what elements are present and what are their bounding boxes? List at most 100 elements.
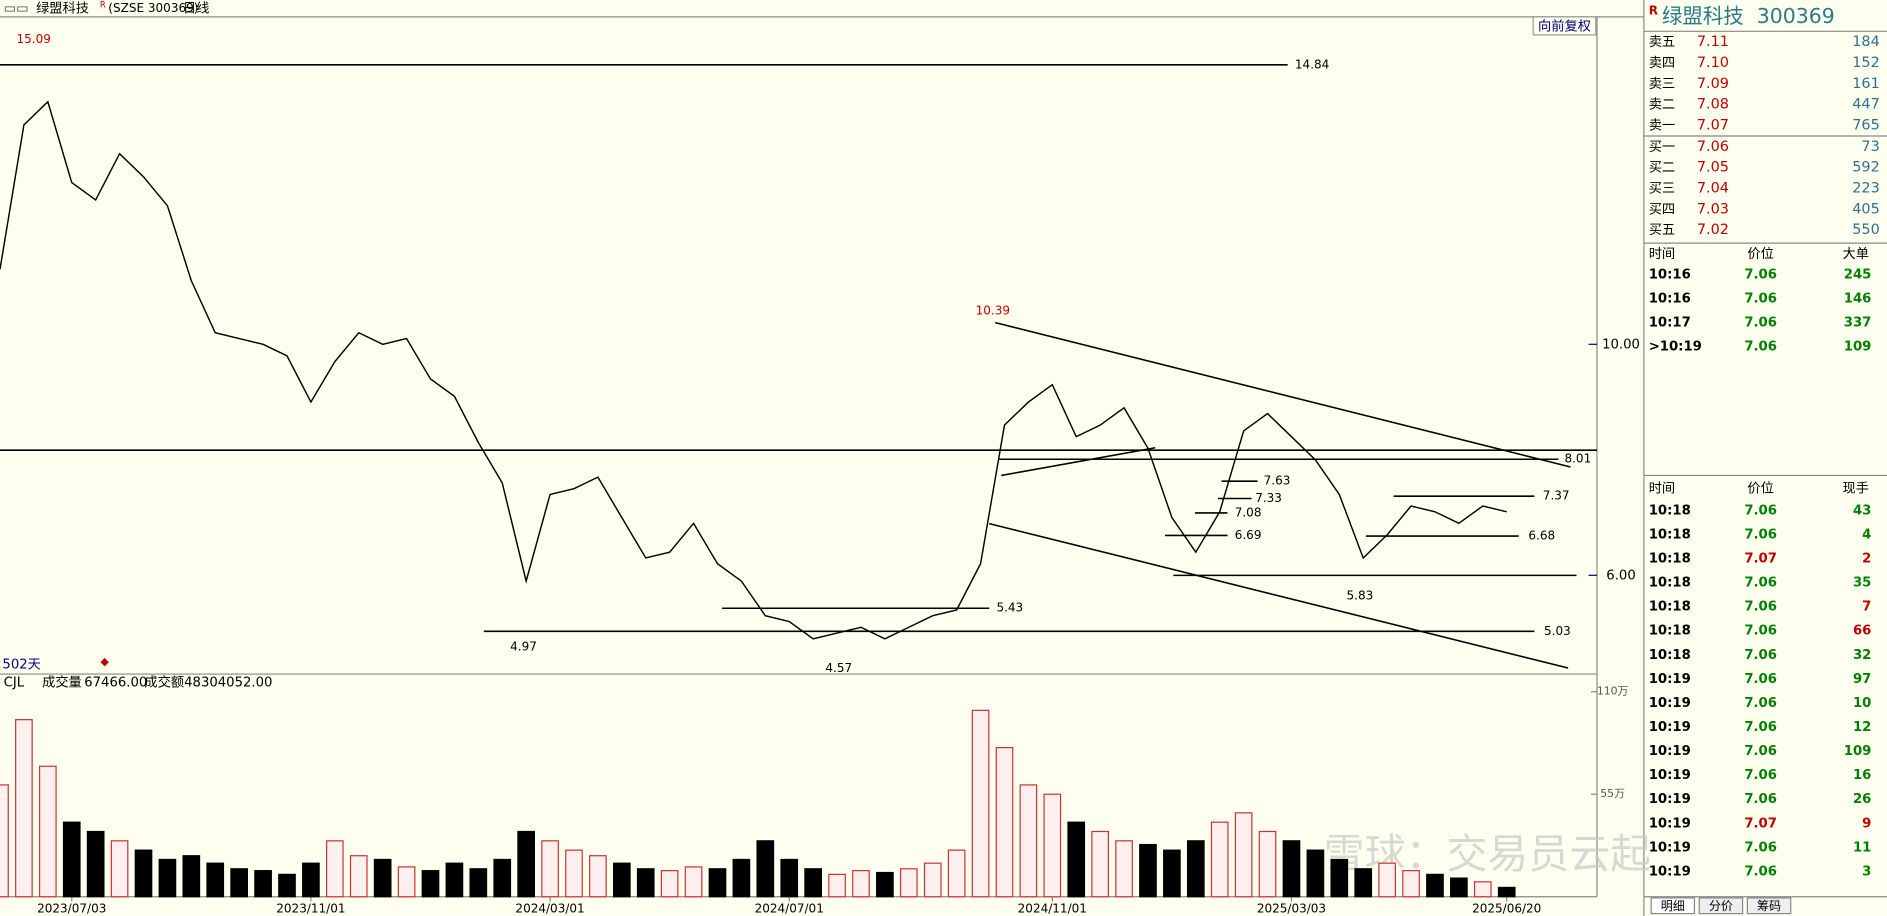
book-price: 7.10 bbox=[1697, 55, 1729, 71]
volume-bar bbox=[589, 855, 607, 898]
volume-bar bbox=[1282, 840, 1301, 898]
trade-time: >10:19 bbox=[1649, 340, 1702, 355]
volume-bar bbox=[15, 719, 33, 898]
volume-bar bbox=[947, 849, 966, 898]
tick-volume: 26 bbox=[1853, 792, 1871, 807]
table-header: 现手 bbox=[1843, 481, 1869, 497]
volume-bar bbox=[636, 868, 655, 898]
book-price: 7.05 bbox=[1697, 160, 1729, 176]
volume-bar bbox=[1354, 868, 1373, 898]
volume-bar bbox=[1186, 840, 1205, 898]
tick-time: 10:19 bbox=[1649, 840, 1691, 855]
volume-bar bbox=[684, 866, 703, 898]
tick-time: 10:19 bbox=[1649, 696, 1691, 711]
tick-volume: 9 bbox=[1862, 816, 1871, 831]
tick-volume: 35 bbox=[1853, 576, 1871, 591]
book-price: 7.09 bbox=[1697, 76, 1729, 92]
quote-flag: R bbox=[1649, 3, 1659, 17]
volume-bar bbox=[1234, 812, 1253, 898]
tick-time: 10:18 bbox=[1649, 648, 1691, 663]
tick-volume: 11 bbox=[1853, 840, 1871, 855]
volume-bar bbox=[971, 709, 990, 898]
tick-price: 7.07 bbox=[1744, 816, 1777, 831]
tick-price: 7.06 bbox=[1744, 840, 1777, 855]
volume-bar bbox=[325, 840, 344, 898]
volume-bar bbox=[134, 849, 153, 898]
volume-bar bbox=[852, 870, 870, 898]
volume-bar bbox=[445, 862, 464, 898]
volume-bar bbox=[828, 873, 846, 898]
volume-bar bbox=[421, 870, 440, 898]
y-tick-label: 6.00 bbox=[1606, 568, 1635, 583]
level-label: 6.69 bbox=[1235, 528, 1262, 542]
table-header: 大单 bbox=[1843, 246, 1869, 262]
tick-time: 10:18 bbox=[1649, 552, 1691, 567]
book-volume: 73 bbox=[1861, 139, 1879, 155]
volume-bar bbox=[995, 747, 1014, 898]
volume-bar bbox=[278, 873, 296, 898]
volume-bar bbox=[1163, 849, 1181, 898]
tick-volume: 12 bbox=[1853, 720, 1871, 735]
volume-bar bbox=[1473, 881, 1492, 898]
menu-icon[interactable]: ▭▭ bbox=[4, 1, 29, 16]
tab-label[interactable]: 筹码 bbox=[1757, 899, 1781, 913]
volume-indicator[interactable]: CJL bbox=[4, 675, 25, 690]
tick-volume: 10 bbox=[1853, 696, 1871, 711]
level-label: 7.33 bbox=[1255, 491, 1282, 505]
book-volume: 765 bbox=[1852, 117, 1880, 133]
stock-code: (SZSE 300369) bbox=[108, 1, 198, 15]
tick-price: 7.06 bbox=[1744, 527, 1777, 542]
adjust-button[interactable] bbox=[1532, 16, 1597, 36]
stock-name: 绿盟科技 bbox=[36, 0, 89, 16]
trend-line bbox=[989, 522, 1569, 669]
tab[interactable] bbox=[1650, 897, 1696, 915]
volume-bar bbox=[1402, 870, 1420, 898]
book-volume: 447 bbox=[1852, 97, 1880, 113]
volume-label: 成交量 bbox=[42, 673, 82, 690]
tick-price: 7.06 bbox=[1744, 768, 1777, 783]
volume-bar bbox=[1115, 840, 1133, 898]
table-header: 时间 bbox=[1649, 481, 1675, 497]
trade-price: 7.06 bbox=[1744, 316, 1777, 331]
adjust-label[interactable]: 向前复权 bbox=[1538, 17, 1591, 34]
book-volume: 184 bbox=[1852, 34, 1880, 50]
book-level: 卖四 bbox=[1649, 55, 1675, 71]
tick-price: 7.06 bbox=[1744, 503, 1777, 518]
volume-bar bbox=[1043, 793, 1062, 898]
volume-bar bbox=[110, 840, 129, 898]
tick-time: 10:18 bbox=[1649, 600, 1691, 615]
tab-label[interactable]: 分价 bbox=[1709, 899, 1733, 913]
book-level: 买四 bbox=[1649, 201, 1675, 217]
volume-bar bbox=[158, 858, 177, 898]
tick-time: 10:19 bbox=[1649, 792, 1691, 807]
trade-time: 10:16 bbox=[1649, 292, 1691, 307]
tick-price: 7.06 bbox=[1744, 792, 1777, 807]
x-tick-label: 2024/03/01 bbox=[515, 901, 584, 915]
book-price: 7.11 bbox=[1697, 34, 1729, 50]
book-volume: 223 bbox=[1852, 180, 1880, 196]
volume-bar bbox=[565, 849, 583, 898]
peak-label: 15.09 bbox=[16, 32, 50, 46]
trade-volume: 109 bbox=[1844, 340, 1872, 355]
volume-bar bbox=[756, 840, 775, 898]
tick-price: 7.06 bbox=[1744, 600, 1777, 615]
book-price: 7.07 bbox=[1697, 117, 1729, 133]
volume-bar bbox=[660, 870, 679, 898]
book-level: 买三 bbox=[1649, 180, 1675, 196]
volume-bar bbox=[373, 858, 392, 898]
table-header: 价位 bbox=[1747, 246, 1773, 262]
tab[interactable] bbox=[1746, 897, 1792, 915]
period[interactable]: 日线 bbox=[183, 0, 209, 16]
tab-label[interactable]: 明细 bbox=[1661, 899, 1685, 913]
x-tick-label: 2025/06/20 bbox=[1472, 901, 1541, 915]
volume-bar bbox=[1330, 858, 1349, 898]
y-tick-label: 110万 bbox=[1597, 685, 1629, 698]
tick-price: 7.06 bbox=[1744, 672, 1777, 687]
book-price: 7.02 bbox=[1697, 222, 1729, 238]
book-price: 7.08 bbox=[1697, 97, 1729, 113]
tab[interactable] bbox=[1698, 897, 1744, 915]
quote-title: 绿盟科技 300369 bbox=[1662, 4, 1835, 28]
volume-bar bbox=[1067, 821, 1086, 898]
